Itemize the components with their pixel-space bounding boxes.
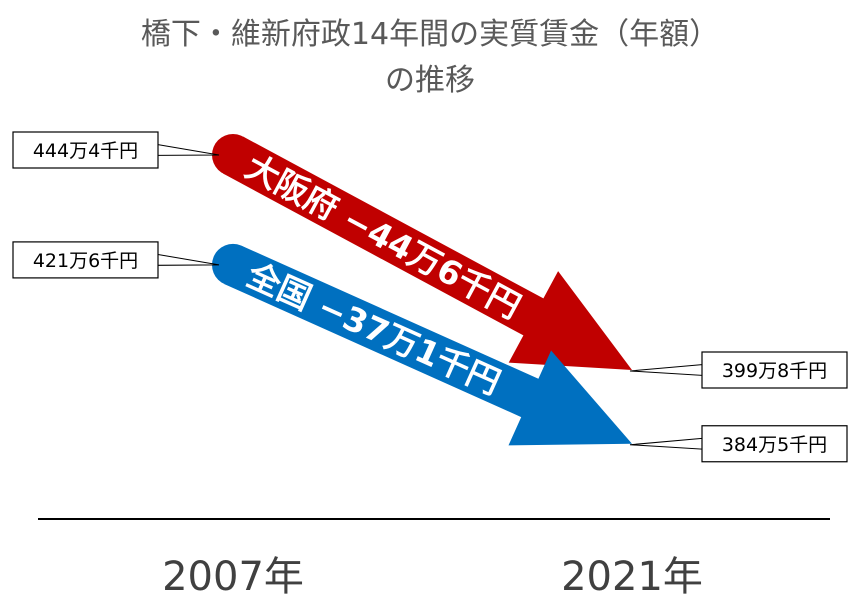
arrow-body-0: [223, 136, 632, 370]
value-callout-0-1: 399万8千円: [629, 351, 848, 389]
value-callout-box: [12, 131, 159, 169]
value-callout-text: 444万4千円: [33, 140, 138, 162]
value-callout-box: [12, 241, 159, 279]
chart-title: 橋下・維新府政14年間の実質賃金（年額） の推移: [141, 17, 719, 98]
value-callout-text: 421万6千円: [33, 250, 138, 272]
value-callout-0-0: 444万4千円: [12, 131, 220, 169]
value-callout-text: 399万8千円: [722, 360, 827, 382]
arrow-body-1: [224, 245, 632, 446]
value-callout-box: [701, 351, 848, 389]
chart-title-line-1: 橋下・維新府政14年間の実質賃金（年額）: [141, 17, 719, 52]
value-callout-1-1: 384万5千円: [629, 425, 848, 463]
x-axis-tick-labels: 2007年 2021年: [162, 554, 703, 600]
chart-title-line-2: の推移: [385, 63, 475, 98]
x-tick-label-2021: 2021年: [561, 554, 703, 600]
value-callout-box: [701, 425, 848, 463]
x-tick-label-2007: 2007年: [162, 554, 304, 600]
value-callout-text: 384万5千円: [722, 434, 827, 456]
value-callout-1-0: 421万6千円: [12, 241, 220, 279]
